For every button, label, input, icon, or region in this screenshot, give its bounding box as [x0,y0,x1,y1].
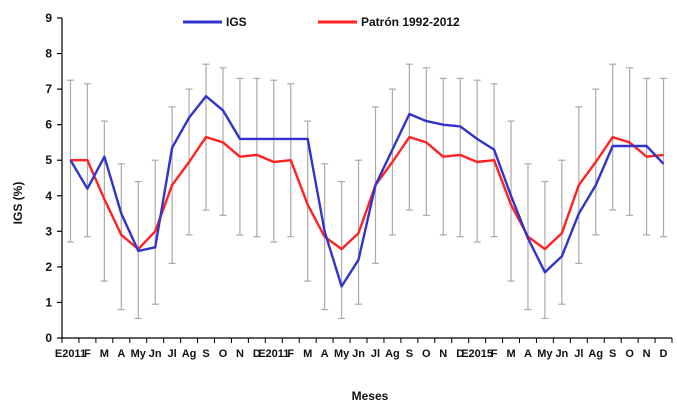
x-axis-label: Meses [352,389,389,403]
y-tick-label: 9 [45,11,52,25]
y-tick-label: 1 [45,295,52,309]
x-tick-label: Jl [168,348,177,360]
x-tick-label: A [321,348,329,360]
series-line-patron [70,135,664,251]
y-ticks-group: 0 1 2 3 4 5 6 7 8 9 [45,11,62,345]
x-tick-label: D [660,348,668,360]
y-axis-label: IGS (%) [11,182,25,225]
x-tick-label: F [84,348,91,360]
y-tick-label: 4 [45,189,52,203]
x-tick-label: D [456,348,464,360]
x-tick-label: E2015 [461,348,493,360]
x-tick-label: F [287,348,294,360]
y-tick-label: 5 [45,153,52,167]
y-tick-label: 7 [45,82,52,96]
x-tick-label: Jn [352,348,365,360]
x-tick-label: S [609,348,616,360]
x-tick-label: O [219,348,228,360]
x-tick-label: E2011 [55,348,86,360]
x-tick-label: Jn [149,348,162,360]
x-tick-label: D [253,348,261,360]
y-tick-label: 2 [45,260,52,274]
x-tick-label: M [100,348,109,360]
x-tick-label: M [506,348,515,360]
x-tick-label: My [131,348,147,360]
x-tick-label: Ag [182,348,197,360]
y-tick-label: 6 [45,118,52,132]
x-tick-label: A [117,348,125,360]
x-tick-label: O [422,348,431,360]
x-tick-label: My [537,348,553,360]
legend: IGS Patrón 1992-2012 [183,15,460,29]
legend-label-patron: Patrón 1992-2012 [361,15,460,29]
x-tick-label: M [303,348,312,360]
x-tick-label: N [643,348,651,360]
x-tick-label: Jl [371,348,380,360]
x-tick-label: S [406,348,413,360]
x-tick-label: Ag [588,348,603,360]
x-tick-label: Jn [555,348,568,360]
x-tick-label: My [334,348,350,360]
legend-label-igs: IGS [226,15,247,29]
y-tick-label: 8 [45,47,52,61]
x-tick-label: N [439,348,447,360]
x-tick-label: S [202,348,209,360]
x-tick-label: O [625,348,634,360]
x-tick-label: F [491,348,498,360]
y-tick-label: 0 [45,331,52,345]
series-line-igs [69,94,665,288]
x-tick-label: N [236,348,244,360]
x-tick-label: Ag [385,348,400,360]
axes-group [61,18,672,339]
series-lines-group [69,94,665,288]
x-tick-label: A [524,348,532,360]
x-tick-label: Jl [574,348,583,360]
y-tick-label: 3 [45,224,52,238]
x-tick-label: E2011 [258,348,289,360]
